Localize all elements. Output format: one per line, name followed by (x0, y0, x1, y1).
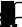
Line: Bulk: Bulk (0, 0, 18, 16)
Blend (11, 7, 12, 8)
Legend: 25 oC, 7.5 oC: 25 oC, 7.5 oC (14, 17, 22, 27)
Legend: Control, Bulk, Blend: Control, Bulk, Blend (14, 2, 22, 27)
Text: FIG. 3: FIG. 3 (0, 12, 22, 27)
25 oC (2, 15, 3, 16)
Line: Blend: Blend (0, 1, 18, 17)
Line: 25 oC: 25 oC (0, 9, 19, 27)
Line: Control: Control (0, 2, 18, 16)
Text: FIG. 4: FIG. 4 (0, 24, 22, 27)
Line: 7.5 oC: 7.5 oC (0, 12, 19, 27)
Bulk (11, 6, 12, 7)
